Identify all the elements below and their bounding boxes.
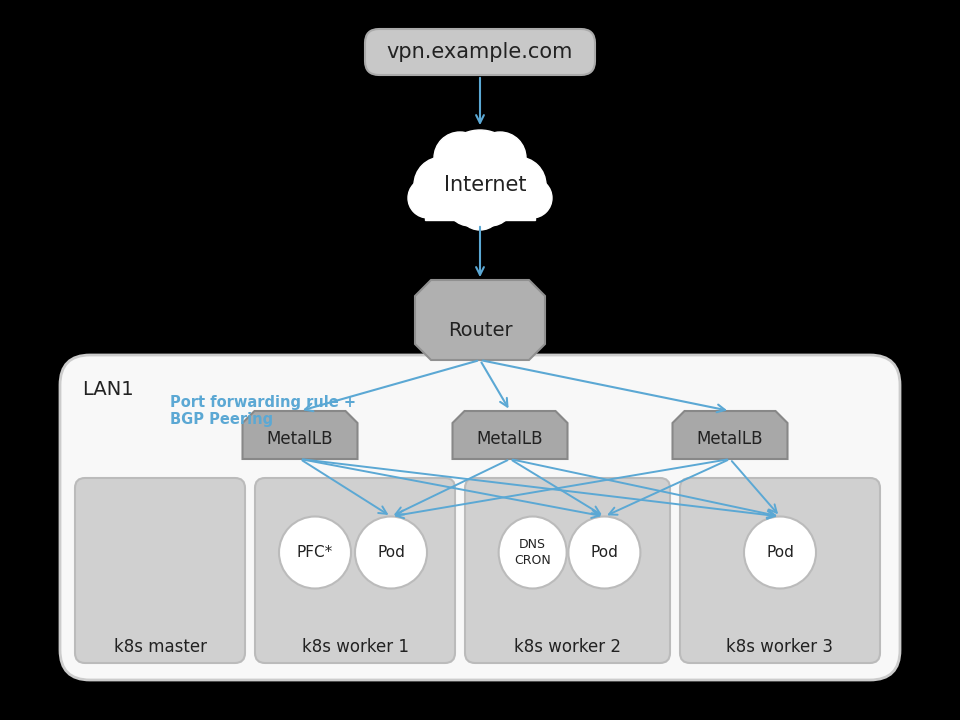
FancyBboxPatch shape <box>465 478 670 663</box>
Ellipse shape <box>355 516 427 588</box>
Text: Pod: Pod <box>377 545 405 560</box>
Circle shape <box>408 178 448 218</box>
Circle shape <box>512 178 552 218</box>
Text: MetalLB: MetalLB <box>477 430 543 448</box>
FancyBboxPatch shape <box>680 478 880 663</box>
Text: Internet: Internet <box>444 175 526 195</box>
Circle shape <box>414 157 470 213</box>
Circle shape <box>440 130 520 210</box>
Text: vpn.example.com: vpn.example.com <box>387 42 573 62</box>
FancyBboxPatch shape <box>255 478 455 663</box>
Text: Pod: Pod <box>590 545 618 560</box>
Ellipse shape <box>279 516 351 588</box>
Text: k8s worker 1: k8s worker 1 <box>301 638 409 656</box>
Polygon shape <box>673 411 787 459</box>
Text: DNS
CRON: DNS CRON <box>515 539 551 567</box>
Ellipse shape <box>568 516 640 588</box>
Circle shape <box>434 132 486 184</box>
Bar <box>425 200 535 220</box>
Circle shape <box>466 178 514 226</box>
Circle shape <box>474 132 526 184</box>
Circle shape <box>490 157 546 213</box>
Circle shape <box>446 178 494 226</box>
Text: k8s worker 2: k8s worker 2 <box>514 638 621 656</box>
Text: Port forwarding rule +
BGP Peering: Port forwarding rule + BGP Peering <box>170 395 356 428</box>
Ellipse shape <box>744 516 816 588</box>
Text: Router: Router <box>447 320 513 340</box>
Text: MetalLB: MetalLB <box>697 430 763 448</box>
FancyBboxPatch shape <box>60 355 900 680</box>
Text: LAN1: LAN1 <box>82 380 133 399</box>
Ellipse shape <box>498 516 566 588</box>
Text: MetalLB: MetalLB <box>267 430 333 448</box>
Polygon shape <box>415 280 545 360</box>
Text: k8s master: k8s master <box>113 638 206 656</box>
Text: PFC*: PFC* <box>297 545 333 560</box>
FancyBboxPatch shape <box>75 478 245 663</box>
Polygon shape <box>452 411 567 459</box>
Circle shape <box>458 186 502 230</box>
Polygon shape <box>243 411 357 459</box>
FancyBboxPatch shape <box>365 29 595 75</box>
Text: Pod: Pod <box>766 545 794 560</box>
Text: k8s worker 3: k8s worker 3 <box>727 638 833 656</box>
